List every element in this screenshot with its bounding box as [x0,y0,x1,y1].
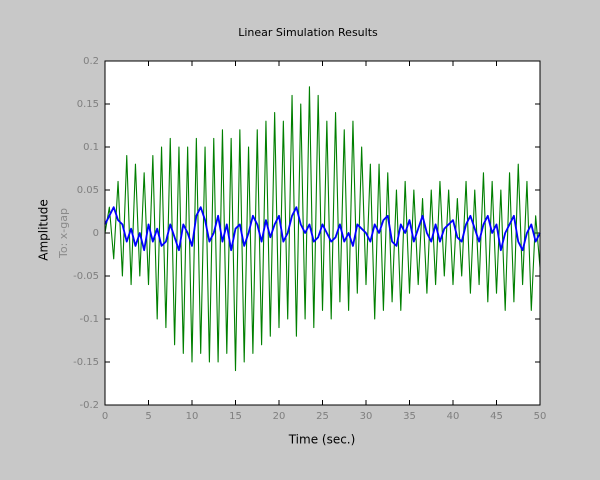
x-tick-label: 0 [102,411,108,422]
x-tick-label: 40 [447,411,460,422]
x-tick-label: 25 [316,411,329,422]
x-tick-label: 10 [186,411,199,422]
y-tick-label: -0.05 [73,271,99,282]
series-line [104,86,541,372]
x-tick-label: 20 [273,411,286,422]
x-tick-label: 15 [229,411,242,422]
y-tick-label: -0.15 [73,357,99,368]
y-tick-label: 0.15 [77,99,99,110]
x-tick-label: 35 [403,411,416,422]
plot-frame [104,60,541,406]
y-tick-label: 0.2 [83,56,99,67]
y-tick-label: 0.05 [77,185,99,196]
x-tick-label: 50 [534,411,547,422]
x-tick-label: 45 [490,411,503,422]
y-tick-label: 0 [93,228,99,239]
output-label: To: x-gap [57,208,70,259]
plot-area [105,61,540,405]
x-axis-label: Time (sec.) [288,433,356,447]
y-axis-label: Amplitude [37,199,51,261]
y-tick-label: -0.2 [79,400,99,411]
x-tick-label: 30 [360,411,373,422]
x-tick-label: 5 [145,411,151,422]
series-line [104,206,541,252]
y-tick-label: -0.1 [79,314,99,325]
chart-title: Linear Simulation Results [238,26,378,39]
y-tick-label: 0.1 [83,142,99,153]
